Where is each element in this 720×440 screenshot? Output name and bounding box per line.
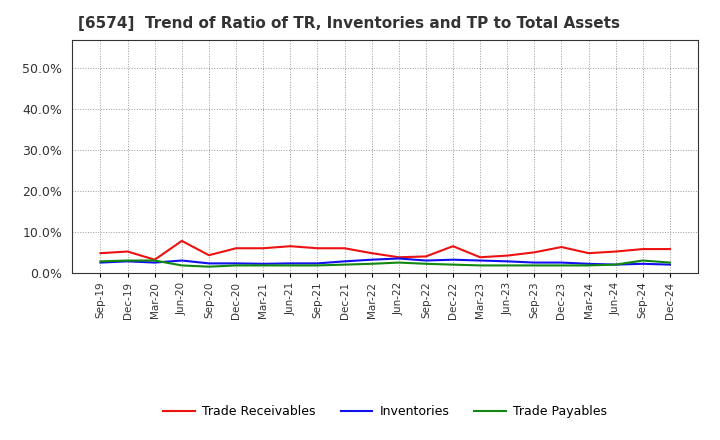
Text: [6574]  Trend of Ratio of TR, Inventories and TP to Total Assets: [6574] Trend of Ratio of TR, Inventories…: [78, 16, 620, 32]
Trade Payables: [367, 261, 376, 267]
Trade Receivables: [313, 246, 322, 251]
Trade Payables: [421, 261, 430, 267]
Trade Receivables: [449, 244, 457, 249]
Trade Receivables: [123, 249, 132, 254]
Trade Payables: [530, 263, 539, 268]
Trade Payables: [611, 262, 620, 267]
Inventories: [421, 258, 430, 263]
Trade Receivables: [639, 246, 647, 252]
Trade Payables: [150, 258, 159, 263]
Trade Receivables: [611, 249, 620, 254]
Trade Payables: [204, 264, 213, 269]
Trade Payables: [286, 263, 294, 268]
Inventories: [178, 258, 186, 263]
Inventories: [503, 259, 511, 264]
Trade Payables: [639, 258, 647, 263]
Trade Payables: [96, 259, 105, 264]
Inventories: [395, 256, 403, 261]
Legend: Trade Receivables, Inventories, Trade Payables: Trade Receivables, Inventories, Trade Pa…: [158, 400, 612, 423]
Inventories: [232, 261, 240, 266]
Trade Receivables: [204, 253, 213, 258]
Inventories: [449, 257, 457, 262]
Trade Payables: [476, 263, 485, 268]
Inventories: [367, 257, 376, 262]
Inventories: [665, 262, 674, 267]
Trade Payables: [665, 260, 674, 265]
Trade Payables: [232, 263, 240, 268]
Inventories: [341, 259, 349, 264]
Inventories: [611, 262, 620, 267]
Trade Payables: [557, 263, 566, 268]
Trade Payables: [123, 258, 132, 263]
Line: Inventories: Inventories: [101, 258, 670, 264]
Inventories: [476, 258, 485, 263]
Trade Receivables: [476, 255, 485, 260]
Trade Payables: [584, 263, 593, 268]
Inventories: [313, 261, 322, 266]
Inventories: [123, 259, 132, 264]
Trade Receivables: [665, 246, 674, 252]
Trade Payables: [178, 263, 186, 268]
Trade Payables: [341, 262, 349, 267]
Inventories: [530, 260, 539, 265]
Inventories: [639, 261, 647, 267]
Trade Payables: [449, 262, 457, 267]
Trade Receivables: [503, 253, 511, 258]
Trade Receivables: [259, 246, 268, 251]
Trade Receivables: [557, 244, 566, 249]
Inventories: [150, 260, 159, 265]
Trade Receivables: [96, 250, 105, 256]
Trade Payables: [395, 260, 403, 265]
Inventories: [204, 261, 213, 266]
Trade Receivables: [341, 246, 349, 251]
Inventories: [584, 261, 593, 267]
Trade Receivables: [530, 250, 539, 255]
Trade Receivables: [421, 254, 430, 259]
Trade Receivables: [232, 246, 240, 251]
Line: Trade Payables: Trade Payables: [101, 260, 670, 267]
Trade Payables: [503, 263, 511, 268]
Trade Receivables: [150, 257, 159, 262]
Trade Receivables: [584, 250, 593, 256]
Trade Receivables: [395, 255, 403, 260]
Inventories: [286, 261, 294, 266]
Trade Payables: [313, 263, 322, 268]
Inventories: [96, 260, 105, 265]
Trade Receivables: [286, 244, 294, 249]
Trade Receivables: [367, 250, 376, 256]
Inventories: [259, 261, 268, 267]
Trade Receivables: [178, 238, 186, 243]
Inventories: [557, 260, 566, 265]
Line: Trade Receivables: Trade Receivables: [101, 241, 670, 260]
Trade Payables: [259, 263, 268, 268]
